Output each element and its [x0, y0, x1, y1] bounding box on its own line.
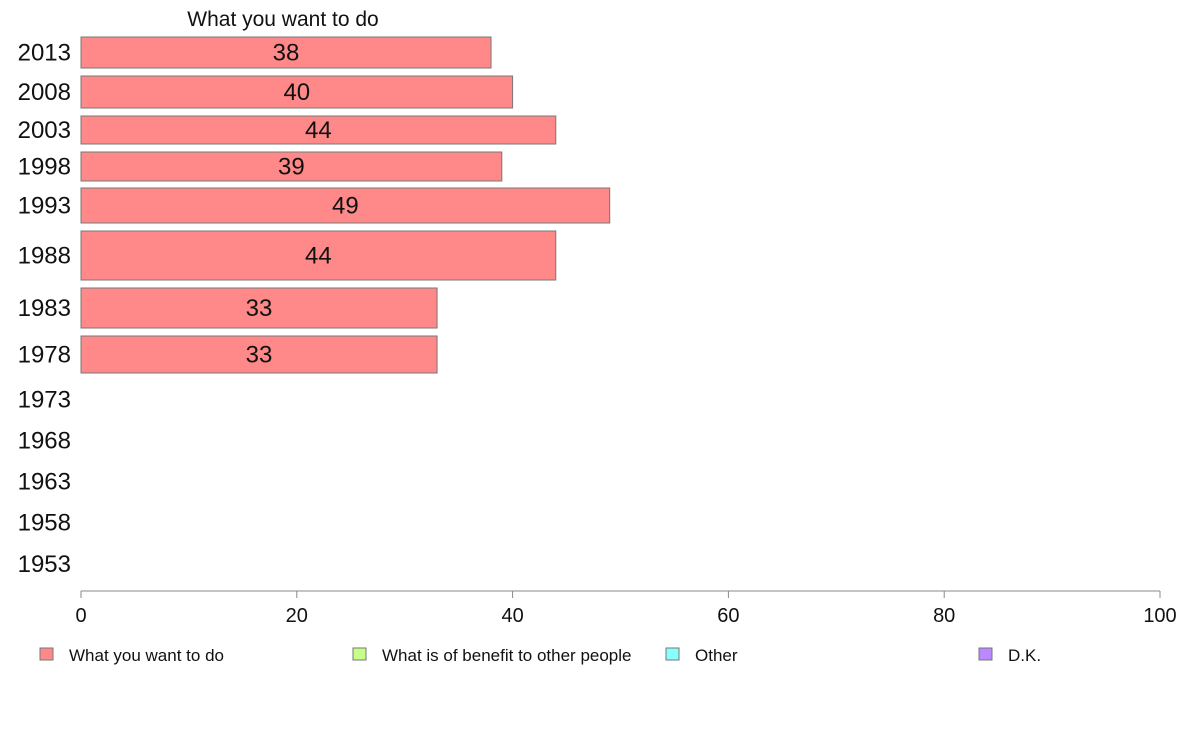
bar [80, 335, 438, 374]
category-label: 1998 [18, 154, 71, 181]
legend-label: What is of benefit to other people [382, 646, 632, 665]
category-label: 1978 [18, 342, 71, 369]
category-label: 1993 [18, 193, 71, 220]
legend-swatch [352, 647, 367, 661]
x-tick-label: 40 [501, 605, 523, 627]
legend-swatch [39, 647, 54, 661]
legend: What you want to do What is of benefit to… [39, 646, 1041, 665]
category-label: 1958 [18, 510, 71, 537]
bar-data-label: 40 [283, 79, 310, 106]
category-label: 2013 [18, 40, 71, 67]
bar [80, 287, 438, 329]
legend-swatch [978, 647, 993, 661]
category-label: 1983 [18, 295, 71, 322]
bar-data-label: 38 [273, 40, 300, 67]
bar-data-label: 44 [305, 243, 332, 270]
bar-data-label: 44 [305, 117, 332, 144]
category-label: 1968 [18, 428, 71, 455]
chart-title: What you want to do [187, 8, 378, 31]
category-label: 2003 [18, 117, 71, 144]
category-label: 1988 [18, 243, 71, 270]
bar [80, 230, 557, 281]
category-label: 1973 [18, 387, 71, 414]
bar [80, 36, 492, 69]
bar [80, 187, 611, 224]
category-labels: 2013 2008 2003 1998 1993 1988 1983 1978 1973 1968… [18, 40, 71, 579]
bar-data-label: 33 [246, 295, 273, 322]
bar [80, 115, 557, 145]
bar [80, 75, 514, 109]
x-tick-label: 0 [75, 605, 86, 627]
legend-label: What you want to do [69, 646, 224, 665]
bar-data-label: 33 [246, 342, 273, 369]
bar [80, 151, 503, 182]
x-tick-label: 100 [1143, 605, 1176, 627]
legend-swatch [665, 647, 680, 661]
x-tick-label: 20 [286, 605, 308, 627]
legend-label: D.K. [1008, 646, 1041, 665]
bar-data-label: 49 [332, 193, 359, 220]
legend-label: Other [695, 646, 738, 665]
category-label: 1963 [18, 469, 71, 496]
x-axis: 0 20 40 60 80 100 [75, 590, 1177, 627]
category-label: 2008 [18, 79, 71, 106]
bar-data-label: 39 [278, 154, 305, 181]
category-label: 1953 [18, 551, 71, 578]
x-tick-label: 80 [933, 605, 955, 627]
x-tick-label: 60 [717, 605, 739, 627]
